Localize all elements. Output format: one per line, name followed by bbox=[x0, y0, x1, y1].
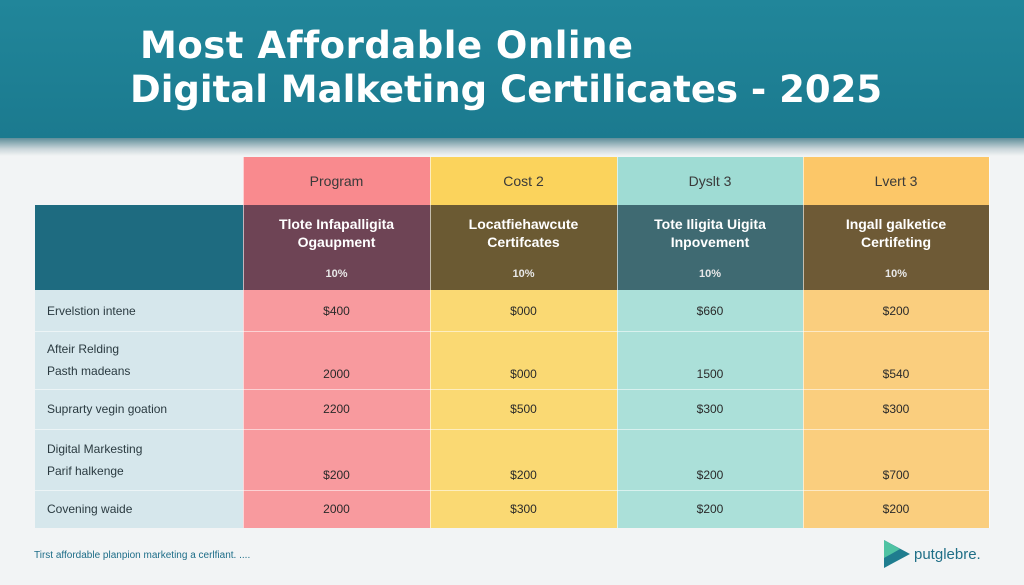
column-divider bbox=[243, 157, 244, 528]
column-subtitle: Tlote Infapalligita Ogaupment bbox=[278, 216, 395, 250]
column-subtitle: Tote Iligita Uigita Inpovement bbox=[654, 216, 766, 250]
column-subtitle: Ingall galketice Certifeting bbox=[845, 216, 947, 250]
table-cell-value: 2000 bbox=[323, 367, 350, 381]
table-cell-value: $400 bbox=[323, 303, 350, 318]
column-percent: 10% bbox=[325, 268, 348, 280]
column-subheader: Tlote Infapalligita Ogaupment 10% bbox=[243, 205, 430, 290]
header-banner bbox=[0, 0, 1024, 138]
table-cell-value: 2000 bbox=[323, 502, 350, 516]
row-divider bbox=[35, 331, 989, 332]
row-label-column bbox=[35, 290, 243, 528]
table-cell-value: $200 bbox=[696, 502, 724, 516]
column-header: Program bbox=[243, 157, 430, 205]
row-label: Suprarty vegin goation bbox=[47, 402, 168, 416]
column-divider bbox=[989, 157, 990, 528]
table-cell-value: $500 bbox=[510, 402, 537, 416]
column-body bbox=[243, 290, 430, 528]
column-divider bbox=[803, 157, 804, 528]
table-cell-value: $300 bbox=[882, 402, 910, 416]
column-subheader: Ingall galketice Certifeting 10% bbox=[803, 205, 989, 290]
row-label: Afteir Relding Pasth madeans bbox=[47, 342, 131, 378]
table-cell-value: $200 bbox=[882, 303, 910, 318]
table-cell-value: $200 bbox=[510, 468, 537, 482]
column-subtitle: Locatfiehawcute Certifcates bbox=[468, 216, 579, 250]
page-title-line2: Digital Malketing Certilicates - 2025 bbox=[130, 68, 883, 111]
table-cell-value: 1500 bbox=[696, 367, 724, 381]
column-body bbox=[617, 290, 803, 528]
column-divider bbox=[430, 157, 431, 528]
column-divider bbox=[617, 157, 618, 528]
table-corner-dark bbox=[35, 205, 243, 290]
column-header: Lvert 3 bbox=[803, 157, 989, 205]
table-cell-value: $000 bbox=[510, 367, 537, 381]
column-percent: 10% bbox=[698, 268, 722, 280]
row-label: Ervelstion intene bbox=[47, 303, 136, 318]
table-cell-value: $700 bbox=[882, 468, 910, 482]
row-divider bbox=[35, 429, 989, 430]
table-cell-value: $300 bbox=[696, 402, 724, 416]
header-shadow bbox=[0, 138, 1024, 156]
logo-text: putglebre. bbox=[914, 546, 981, 563]
column-body bbox=[803, 290, 989, 528]
table-cell-value: $200 bbox=[323, 468, 350, 482]
row-label: Covening waide bbox=[47, 502, 133, 516]
row-divider bbox=[35, 389, 989, 390]
column-header: Dyslt 3 bbox=[617, 157, 803, 205]
table-cell-value: $660 bbox=[696, 303, 724, 318]
column-percent: 10% bbox=[884, 268, 908, 280]
row-label: Digital Markesting Parif halkenge bbox=[47, 441, 143, 478]
table-cell-value: $200 bbox=[882, 502, 910, 516]
table-cell-value: $540 bbox=[882, 367, 910, 381]
column-header: Cost 2 bbox=[430, 157, 617, 205]
table-cell-value: $300 bbox=[510, 502, 537, 516]
table-cell-value: 2200 bbox=[323, 402, 350, 416]
column-body bbox=[430, 290, 617, 528]
page-title-line1: Most Affordable Online bbox=[140, 24, 634, 67]
table-cell-value: $000 bbox=[510, 303, 537, 318]
row-divider bbox=[35, 490, 989, 491]
table-cell-value: $200 bbox=[696, 468, 724, 482]
logo-icon bbox=[884, 540, 910, 568]
column-subheader: Locatfiehawcute Certifcates 10% bbox=[430, 205, 617, 290]
footer-note: Tirst affordable planpion marketing a ce… bbox=[34, 550, 251, 561]
column-percent: 10% bbox=[512, 268, 535, 280]
column-subheader: Tote Iligita Uigita Inpovement 10% bbox=[617, 205, 803, 290]
